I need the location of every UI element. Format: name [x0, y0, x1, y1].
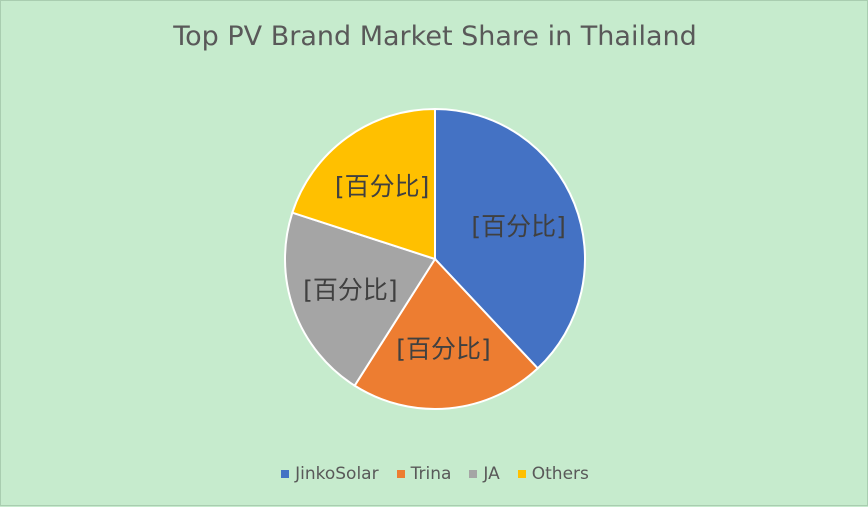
- data-label: [百分比]: [471, 212, 566, 241]
- legend-swatch: [396, 470, 405, 478]
- data-label: [百分比]: [396, 335, 491, 364]
- legend-item: Trina: [396, 464, 452, 484]
- legend-item: JA: [469, 464, 500, 484]
- legend-swatch: [281, 470, 290, 478]
- legend-item: Others: [517, 464, 589, 484]
- legend-label: JinkoSolar: [295, 464, 379, 484]
- legend-label: Others: [531, 464, 589, 484]
- legend: JinkoSolar Trina JA Others: [1, 464, 868, 484]
- legend-swatch: [469, 470, 478, 478]
- legend-label: Trina: [410, 464, 452, 484]
- legend-label: JA: [483, 464, 500, 484]
- data-label: [百分比]: [335, 172, 430, 201]
- pie-slice-ja: [284, 211, 437, 388]
- pie-slice-trina: [353, 257, 540, 410]
- legend-item: JinkoSolar: [281, 464, 379, 484]
- legend-swatch: [517, 470, 526, 478]
- pie-slice-others: [291, 107, 436, 261]
- chart-title: Top PV Brand Market Share in Thailand: [173, 21, 697, 52]
- pie-slice-jinkosolar: [434, 107, 586, 370]
- data-label: [百分比]: [303, 275, 398, 304]
